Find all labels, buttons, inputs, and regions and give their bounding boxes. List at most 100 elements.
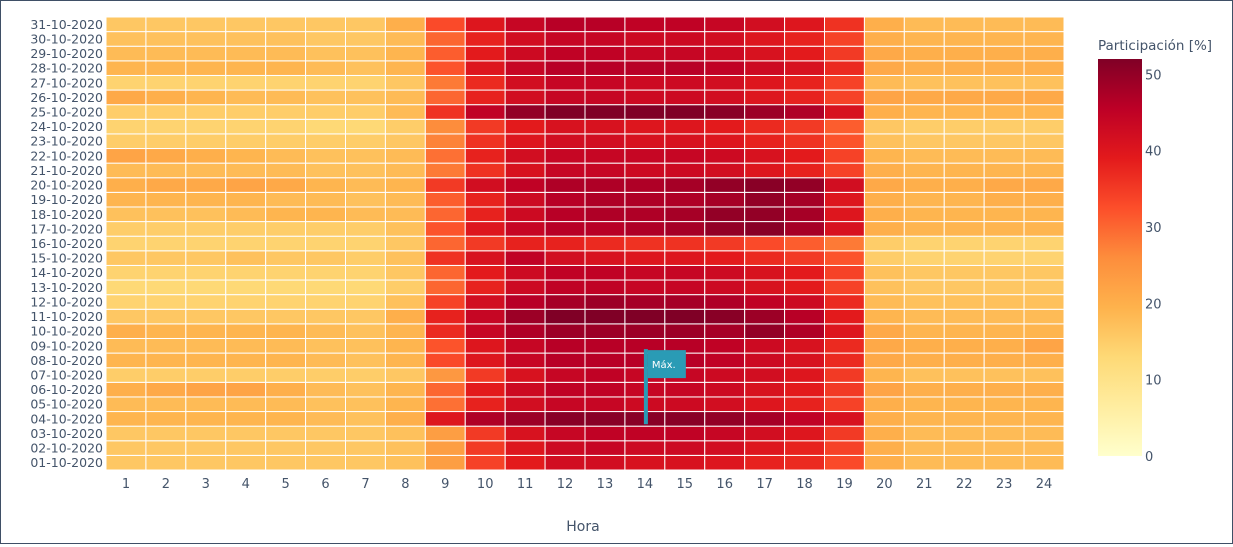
- heatmap-cell: [903, 89, 945, 106]
- heatmap-cell: [1023, 381, 1065, 398]
- heatmap-cell: [185, 308, 227, 325]
- heatmap-cell: [1023, 294, 1065, 310]
- x-tick-label: 15: [677, 477, 694, 492]
- heatmap-cell: [664, 206, 706, 223]
- heatmap-cell: [983, 381, 1025, 398]
- heatmap-cell: [744, 60, 786, 76]
- x-tick-label: 13: [597, 477, 614, 492]
- heatmap-cell: [784, 308, 826, 325]
- heatmap-cell: [424, 264, 466, 281]
- heatmap-cell: [504, 411, 546, 427]
- heatmap-cell: [225, 250, 267, 266]
- x-tick-label: 22: [956, 477, 973, 492]
- heatmap-cell: [225, 221, 267, 237]
- x-tick-label: 18: [796, 477, 813, 492]
- heatmap-cell: [824, 206, 865, 223]
- heatmap-cell: [424, 16, 466, 33]
- heatmap-cell: [305, 337, 346, 354]
- heatmap-cell: [225, 89, 267, 106]
- heatmap-cell: [784, 104, 826, 120]
- heatmap-cell: [504, 162, 546, 179]
- heatmap-cell: [225, 31, 267, 47]
- heatmap-cell: [903, 308, 945, 325]
- y-tick-label: 10-10-2020: [30, 324, 103, 339]
- heatmap-cell: [424, 162, 466, 179]
- heatmap-cell: [664, 440, 706, 456]
- heatmap-cell: [1023, 440, 1065, 456]
- heatmap-cell: [504, 323, 546, 339]
- heatmap-cell: [145, 440, 187, 456]
- heatmap-cell: [1023, 118, 1065, 135]
- heatmap-cell: [265, 367, 307, 383]
- heatmap-cell: [305, 118, 346, 135]
- heatmap-cell: [305, 294, 346, 310]
- heatmap-cell: [704, 425, 746, 442]
- heatmap-cell: [544, 16, 586, 33]
- heatmap-cell: [983, 31, 1025, 47]
- heatmap-cell: [504, 440, 546, 456]
- heatmap-cell: [265, 308, 307, 325]
- heatmap-cell: [744, 133, 786, 150]
- heatmap-cell: [704, 104, 746, 120]
- heatmap-cell: [345, 118, 386, 135]
- heatmap-cell: [863, 454, 905, 471]
- heatmap-cell: [624, 235, 666, 252]
- heatmap-cell: [903, 352, 945, 369]
- heatmap-cell: [105, 31, 147, 47]
- y-tick-label: 28-10-2020: [30, 61, 103, 76]
- heatmap-cell: [983, 440, 1025, 456]
- heatmap-cell: [424, 440, 466, 456]
- heatmap-cell: [265, 425, 307, 442]
- heatmap-cell: [664, 162, 706, 179]
- heatmap-cell: [544, 454, 586, 471]
- heatmap-cell: [105, 191, 147, 208]
- flag-pole: [643, 349, 648, 425]
- heatmap-cell: [784, 294, 826, 310]
- heatmap-cell: [384, 250, 426, 266]
- heatmap-cell: [384, 148, 426, 164]
- heatmap-cell: [504, 425, 546, 442]
- heatmap-cells: [105, 16, 1065, 471]
- heatmap-cell: [265, 16, 307, 33]
- heatmap-cell: [744, 279, 786, 296]
- heatmap-cell: [824, 162, 865, 179]
- y-tick-label: 19-10-2020: [30, 192, 103, 207]
- heatmap-cell: [784, 425, 826, 442]
- heatmap-cell: [903, 235, 945, 252]
- heatmap-cell: [145, 279, 187, 296]
- heatmap-cell: [424, 337, 466, 354]
- heatmap-cell: [704, 221, 746, 237]
- heatmap-cell: [624, 221, 666, 237]
- heatmap-cell: [664, 381, 706, 398]
- heatmap-cell: [903, 294, 945, 310]
- heatmap-cell: [664, 118, 706, 135]
- heatmap-cell: [424, 352, 466, 369]
- heatmap-cell: [943, 74, 985, 91]
- heatmap-cell: [903, 74, 945, 91]
- heatmap-cell: [943, 235, 985, 252]
- heatmap-cell: [943, 45, 985, 62]
- heatmap-cell: [664, 235, 706, 252]
- heatmap-cell: [145, 206, 187, 223]
- heatmap-cell: [943, 89, 985, 106]
- heatmap-cell: [863, 411, 905, 427]
- heatmap-cell: [305, 45, 346, 62]
- heatmap-cell: [464, 118, 506, 135]
- heatmap-cell: [265, 133, 307, 150]
- heatmap-cell: [464, 308, 506, 325]
- heatmap-cell: [424, 89, 466, 106]
- heatmap-cell: [424, 221, 466, 237]
- heatmap-cell: [584, 31, 626, 47]
- heatmap-cell: [584, 279, 626, 296]
- heatmap-cell: [943, 279, 985, 296]
- heatmap-cell: [504, 337, 546, 354]
- heatmap-cell: [265, 264, 307, 281]
- heatmap-cell: [424, 31, 466, 47]
- heatmap-cell: [345, 323, 386, 339]
- heatmap-cell: [824, 425, 865, 442]
- heatmap-cell: [544, 396, 586, 413]
- heatmap-cell: [185, 323, 227, 339]
- heatmap-cell: [784, 31, 826, 47]
- heatmap-cell: [105, 16, 147, 33]
